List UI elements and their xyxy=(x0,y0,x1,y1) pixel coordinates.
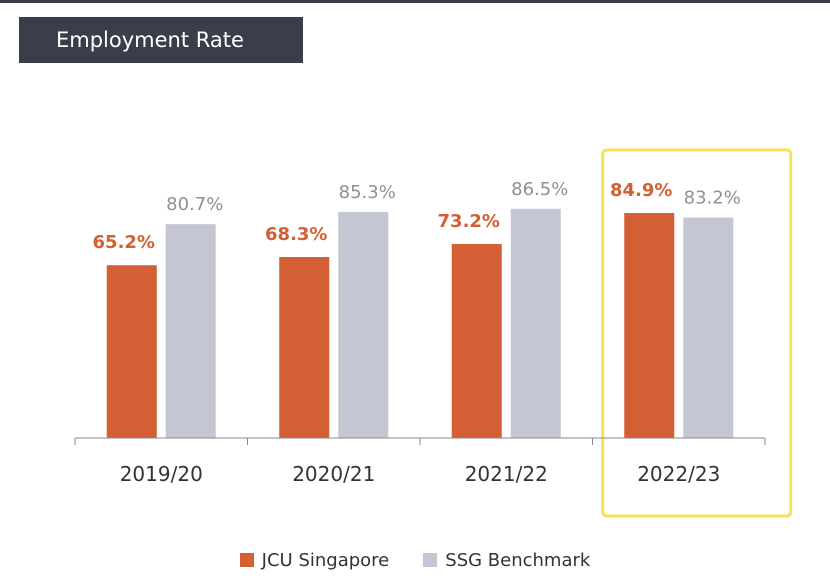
data-label-jcu: 68.3% xyxy=(265,224,327,245)
data-label-jcu: 84.9% xyxy=(610,180,672,201)
legend-item-ssg: SSG Benchmark xyxy=(423,550,590,571)
data-label-ssg: 80.7% xyxy=(166,194,223,215)
bar-ssg-benchmark xyxy=(338,211,389,438)
x-tick-label: 2019/20 xyxy=(120,462,203,486)
legend: JCU Singapore SSG Benchmark xyxy=(0,546,830,574)
bar-jcu-singapore xyxy=(624,213,675,438)
legend-swatch-ssg xyxy=(423,553,438,567)
legend-label-ssg: SSG Benchmark xyxy=(445,549,591,571)
bar-ssg-benchmark xyxy=(683,217,734,438)
chart-title: Employment Rate xyxy=(19,17,303,63)
bar-chart: 65.2% 80.7% 2019/20 68.3% 85.3% 2020/21 73.2% 8… xyxy=(74,148,793,518)
top-rule xyxy=(0,0,830,3)
data-label-jcu: 65.2% xyxy=(93,232,155,253)
data-label-ssg: 86.5% xyxy=(511,179,568,200)
data-label-ssg: 83.2% xyxy=(684,188,741,209)
bar-ssg-benchmark xyxy=(165,224,216,438)
bar-jcu-singapore xyxy=(451,244,502,438)
bar-ssg-benchmark xyxy=(510,208,561,438)
bar-jcu-singapore xyxy=(279,257,330,438)
data-label-ssg: 85.3% xyxy=(339,182,396,203)
x-tick-label: 2022/23 xyxy=(637,462,720,486)
legend-item-jcu: JCU Singapore xyxy=(239,549,390,571)
legend-label-jcu: JCU Singapore xyxy=(261,549,390,571)
highlight-box xyxy=(601,148,793,518)
legend-swatch-jcu xyxy=(239,553,254,567)
data-label-jcu: 73.2% xyxy=(438,211,500,232)
bar-jcu-singapore xyxy=(106,265,157,438)
x-tick-label: 2020/21 xyxy=(292,462,375,486)
x-tick-label: 2021/22 xyxy=(465,462,548,486)
